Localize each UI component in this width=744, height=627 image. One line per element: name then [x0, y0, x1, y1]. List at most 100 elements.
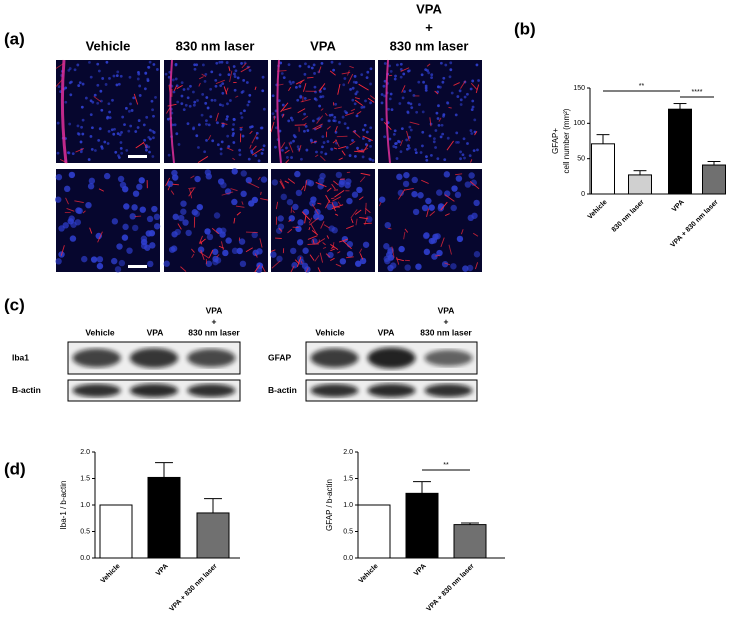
- nucleus: [428, 237, 436, 245]
- nucleus: [238, 153, 242, 157]
- nucleus: [107, 129, 111, 133]
- nucleus: [151, 205, 158, 213]
- bar: [147, 476, 181, 559]
- nucleus: [290, 156, 293, 159]
- blot-lane-label: VPA: [378, 327, 395, 337]
- nucleus: [55, 258, 62, 265]
- astrocyte-process: [307, 235, 318, 240]
- astrocyte-process: [331, 183, 336, 190]
- pial-edge: [60, 59, 68, 164]
- astrocyte-process: [240, 66, 251, 73]
- nucleus: [204, 101, 208, 105]
- blot-band: [367, 383, 416, 398]
- micrograph-background: [56, 60, 160, 163]
- nucleus: [254, 154, 258, 157]
- nucleus: [343, 122, 347, 126]
- astrocyte-process: [165, 177, 171, 187]
- astrocyte-process: [355, 218, 358, 226]
- astrocyte-process: [303, 122, 307, 127]
- nucleus: [176, 100, 180, 104]
- astrocyte-process: [312, 123, 323, 130]
- astrocyte-process: [331, 202, 336, 212]
- nucleus: [193, 67, 197, 71]
- astrocyte-process: [335, 263, 342, 267]
- nucleus: [188, 104, 192, 108]
- astrocyte-process: [287, 228, 293, 234]
- nucleus: [450, 91, 454, 95]
- nucleus: [288, 80, 292, 84]
- astrocyte-process: [409, 121, 420, 126]
- nucleus: [469, 129, 473, 132]
- nucleus: [231, 198, 238, 206]
- nucleus: [194, 175, 201, 183]
- astrocyte-process: [332, 196, 342, 202]
- nucleus: [138, 94, 142, 97]
- nucleus: [69, 93, 73, 97]
- nucleus: [242, 78, 246, 82]
- astrocyte-process: [324, 112, 328, 117]
- nucleus: [351, 191, 359, 198]
- nucleus: [103, 172, 111, 180]
- astrocyte-process: [172, 183, 179, 186]
- nucleus: [220, 227, 227, 234]
- astrocyte-process: [294, 259, 300, 265]
- nucleus: [172, 90, 176, 94]
- nucleus: [459, 150, 462, 154]
- nucleus: [346, 197, 353, 205]
- nucleus: [120, 151, 124, 155]
- astrocyte-process: [360, 172, 371, 176]
- nucleus: [330, 148, 334, 151]
- astrocyte-process: [426, 208, 429, 218]
- nucleus: [354, 260, 362, 267]
- nucleus: [369, 145, 372, 148]
- nucleus: [346, 126, 350, 130]
- nucleus: [140, 235, 148, 242]
- nucleus: [56, 121, 60, 125]
- astrocyte-process: [198, 82, 201, 87]
- astrocyte-process: [350, 209, 358, 219]
- astrocyte-process: [455, 173, 463, 176]
- astrocyte-process: [350, 218, 354, 224]
- nucleus: [219, 84, 223, 88]
- nucleus: [151, 155, 155, 158]
- astrocyte-process: [288, 142, 294, 153]
- nucleus: [180, 102, 184, 106]
- nucleus: [131, 204, 138, 211]
- astrocyte-process: [308, 226, 311, 231]
- astrocyte-process: [322, 246, 327, 249]
- astrocyte-process: [55, 79, 63, 87]
- micrograph: [164, 59, 268, 164]
- nucleus: [155, 68, 159, 71]
- nucleus: [316, 117, 320, 121]
- nucleus: [459, 103, 463, 106]
- astrocyte-process: [315, 182, 327, 188]
- nucleus: [231, 128, 235, 131]
- nucleus: [434, 146, 437, 149]
- nucleus: [147, 260, 154, 268]
- nucleus: [473, 199, 480, 207]
- nucleus: [356, 146, 359, 150]
- y-tick-label: 0.5: [80, 528, 90, 535]
- nucleus: [419, 151, 423, 154]
- significance-label: ****: [692, 89, 703, 96]
- nucleus: [312, 63, 316, 67]
- nucleus: [399, 62, 403, 66]
- nucleus: [177, 214, 185, 222]
- nucleus: [231, 168, 238, 175]
- y-tick-label: 2.0: [343, 449, 353, 456]
- nucleus: [345, 146, 349, 149]
- nucleus: [221, 104, 225, 107]
- nucleus: [470, 179, 477, 186]
- nucleus: [441, 260, 449, 268]
- y-tick-label: 1.5: [80, 475, 90, 482]
- nucleus: [473, 118, 477, 122]
- blot-lane-label: VPA: [147, 327, 164, 337]
- nucleus: [112, 74, 116, 78]
- nucleus: [450, 263, 457, 270]
- astrocyte-process: [470, 159, 473, 163]
- x-tick-label: VPA: [413, 563, 428, 578]
- astrocyte-process: [317, 202, 322, 205]
- nucleus: [444, 63, 448, 67]
- nucleus: [63, 185, 71, 193]
- astrocyte-process: [475, 84, 480, 94]
